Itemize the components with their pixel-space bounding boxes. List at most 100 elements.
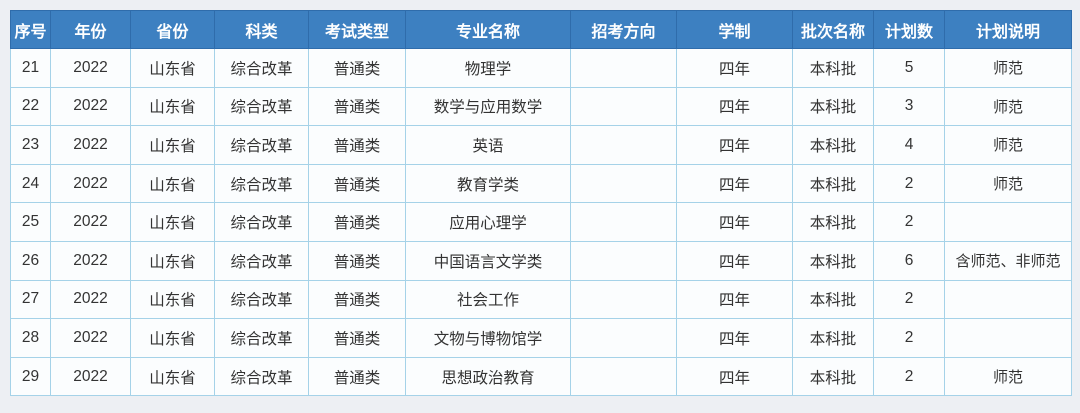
table-cell: 本科批: [792, 48, 874, 88]
header-year: 年份: [50, 10, 131, 49]
table-cell: 山东省: [130, 125, 215, 165]
table-cell: 26: [10, 240, 51, 281]
table-cell: 普通类: [308, 48, 406, 88]
table-cell: 师范: [944, 125, 1072, 165]
table-cell: 四年: [676, 48, 793, 88]
table-row: 24 2022 山东省 综合改革 普通类 教育学类 四年 本科批 2 师范: [10, 163, 1072, 204]
table-cell: 应用心理学: [405, 202, 571, 242]
table-cell: 普通类: [308, 86, 406, 127]
header-province: 省份: [130, 10, 215, 49]
table-cell: 师范: [944, 356, 1072, 397]
table-cell: 25: [10, 202, 51, 242]
header-study-duration: 学制: [676, 10, 793, 49]
table-cell: 综合改革: [214, 318, 309, 358]
table-cell: 24: [10, 163, 51, 204]
table-cell: 本科批: [792, 163, 874, 204]
table-cell: 山东省: [130, 279, 215, 320]
table-cell: 27: [10, 279, 51, 320]
table-cell: 普通类: [308, 125, 406, 165]
table-row: 22 2022 山东省 综合改革 普通类 数学与应用数学 四年 本科批 3 师范: [10, 86, 1072, 127]
table-cell: 师范: [944, 163, 1072, 204]
table-cell: [944, 202, 1072, 242]
table-cell: 师范: [944, 48, 1072, 88]
table-cell: 2: [873, 163, 945, 204]
table-cell: 山东省: [130, 202, 215, 242]
table-cell: 28: [10, 318, 51, 358]
table-cell: 教育学类: [405, 163, 571, 204]
admission-plan-table-container: 序号 年份 省份 科类 考试类型 专业名称 招考方向 学制 批次名称 计划数 计…: [10, 10, 1072, 397]
table-cell: 本科批: [792, 86, 874, 127]
table-cell: 四年: [676, 318, 793, 358]
table-cell: 2: [873, 202, 945, 242]
table-cell: 四年: [676, 86, 793, 127]
table-cell: 22: [10, 86, 51, 127]
table-cell: [570, 356, 677, 397]
header-plan-count: 计划数: [873, 10, 945, 49]
table-cell: 2022: [50, 48, 131, 88]
table-row: 28 2022 山东省 综合改革 普通类 文物与博物馆学 四年 本科批 2: [10, 318, 1072, 358]
table-row: 23 2022 山东省 综合改革 普通类 英语 四年 本科批 4 师范: [10, 125, 1072, 165]
header-plan-note: 计划说明: [944, 10, 1072, 49]
table-cell: 4: [873, 125, 945, 165]
table-cell: 23: [10, 125, 51, 165]
table-cell: 综合改革: [214, 125, 309, 165]
table-cell: 四年: [676, 163, 793, 204]
table-cell: 四年: [676, 356, 793, 397]
table-cell: 2022: [50, 240, 131, 281]
table-cell: 2022: [50, 202, 131, 242]
table-cell: 21: [10, 48, 51, 88]
table-header-row: 序号 年份 省份 科类 考试类型 专业名称 招考方向 学制 批次名称 计划数 计…: [10, 10, 1072, 49]
table-cell: 综合改革: [214, 279, 309, 320]
table-cell: 普通类: [308, 279, 406, 320]
table-cell: 综合改革: [214, 86, 309, 127]
table-cell: 普通类: [308, 163, 406, 204]
table-cell: 山东省: [130, 48, 215, 88]
table-cell: 2022: [50, 125, 131, 165]
table-cell: 普通类: [308, 240, 406, 281]
header-serial-number: 序号: [10, 10, 51, 49]
table-cell: 师范: [944, 86, 1072, 127]
table-cell: 综合改革: [214, 163, 309, 204]
header-major-name: 专业名称: [405, 10, 571, 49]
table-cell: 社会工作: [405, 279, 571, 320]
table-cell: 数学与应用数学: [405, 86, 571, 127]
table-cell: 本科批: [792, 125, 874, 165]
table-cell: [570, 202, 677, 242]
table-cell: 2: [873, 356, 945, 397]
table-cell: 四年: [676, 125, 793, 165]
table-cell: [570, 240, 677, 281]
table-row: 25 2022 山东省 综合改革 普通类 应用心理学 四年 本科批 2: [10, 202, 1072, 242]
table-cell: 2022: [50, 356, 131, 397]
table-cell: 山东省: [130, 356, 215, 397]
table-cell: 普通类: [308, 356, 406, 397]
table-row: 21 2022 山东省 综合改革 普通类 物理学 四年 本科批 5 师范: [10, 48, 1072, 88]
table-cell: 本科批: [792, 318, 874, 358]
table-cell: 本科批: [792, 356, 874, 397]
table-row: 26 2022 山东省 综合改革 普通类 中国语言文学类 四年 本科批 6 含师范、非师范: [10, 240, 1072, 281]
table-cell: 四年: [676, 202, 793, 242]
table-cell: [944, 279, 1072, 320]
table-cell: 本科批: [792, 202, 874, 242]
table-cell: 四年: [676, 240, 793, 281]
table-cell: 2022: [50, 318, 131, 358]
table-cell: [570, 279, 677, 320]
table-cell: 四年: [676, 279, 793, 320]
table-cell: 2022: [50, 163, 131, 204]
table-cell: 5: [873, 48, 945, 88]
table-row: 27 2022 山东省 综合改革 普通类 社会工作 四年 本科批 2: [10, 279, 1072, 320]
table-cell: 文物与博物馆学: [405, 318, 571, 358]
table-cell: [570, 125, 677, 165]
header-subject-category: 科类: [214, 10, 309, 49]
table-cell: 2022: [50, 86, 131, 127]
table-cell: [570, 86, 677, 127]
table-cell: 山东省: [130, 318, 215, 358]
table-cell: 山东省: [130, 240, 215, 281]
table-cell: 本科批: [792, 240, 874, 281]
table-cell: 普通类: [308, 202, 406, 242]
table-cell: [570, 48, 677, 88]
table-cell: 英语: [405, 125, 571, 165]
header-exam-type: 考试类型: [308, 10, 406, 49]
table-cell: 山东省: [130, 86, 215, 127]
table-cell: 6: [873, 240, 945, 281]
table-cell: 思想政治教育: [405, 356, 571, 397]
